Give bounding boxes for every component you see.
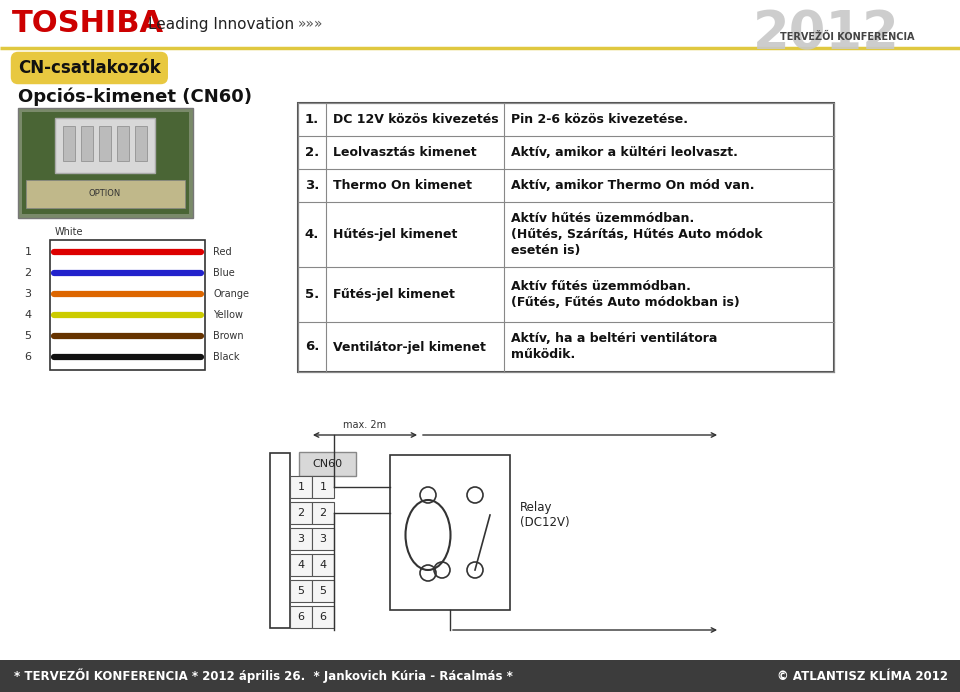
Text: * TERVEZŐI KONFERENCIA * 2012 április 26.  * Jankovich Kúria - Rácalmás *: * TERVEZŐI KONFERENCIA * 2012 április 26… (14, 668, 513, 683)
Text: 5.: 5. (305, 288, 319, 301)
Text: Aktív fűtés üzemmódban.: Aktív fűtés üzemmódban. (511, 280, 691, 293)
Text: Fűtés-jel kimenet: Fűtés-jel kimenet (333, 288, 455, 301)
FancyBboxPatch shape (270, 453, 290, 628)
Text: Pin 2-6 közös kivezetése.: Pin 2-6 közös kivezetése. (511, 113, 688, 126)
FancyBboxPatch shape (312, 606, 334, 628)
Text: Hűtés-jel kimenet: Hűtés-jel kimenet (333, 228, 457, 241)
FancyBboxPatch shape (290, 502, 312, 524)
FancyBboxPatch shape (290, 606, 312, 628)
Text: 1: 1 (320, 482, 326, 492)
Text: 4: 4 (320, 560, 326, 570)
FancyBboxPatch shape (63, 126, 75, 161)
Text: Aktív, amikor Thermo On mód van.: Aktív, amikor Thermo On mód van. (511, 179, 755, 192)
Text: White: White (55, 227, 84, 237)
FancyBboxPatch shape (22, 112, 189, 214)
Text: 3.: 3. (305, 179, 319, 192)
Text: esetén is): esetén is) (511, 244, 581, 257)
Text: működik.: működik. (511, 349, 575, 361)
Text: Leading Innovation: Leading Innovation (148, 17, 294, 32)
Text: 2: 2 (320, 508, 326, 518)
Text: © ATLANTISZ KLÍMA 2012: © ATLANTISZ KLÍMA 2012 (777, 669, 948, 682)
FancyBboxPatch shape (312, 502, 334, 524)
Text: 6: 6 (298, 612, 304, 622)
Text: 1: 1 (298, 482, 304, 492)
Text: Yellow: Yellow (213, 310, 243, 320)
Text: 4: 4 (298, 560, 304, 570)
Text: Blue: Blue (213, 268, 235, 278)
Text: 2: 2 (24, 268, 32, 278)
Text: CN60: CN60 (312, 459, 343, 469)
Text: 5: 5 (25, 331, 32, 341)
Text: 4.: 4. (305, 228, 319, 241)
FancyBboxPatch shape (135, 126, 147, 161)
FancyBboxPatch shape (50, 240, 205, 370)
Text: 4: 4 (24, 310, 32, 320)
Text: 5: 5 (320, 586, 326, 596)
Text: CN-csatlakozók: CN-csatlakozók (18, 59, 160, 77)
Text: Red: Red (213, 247, 231, 257)
Text: Orange: Orange (213, 289, 249, 299)
FancyBboxPatch shape (26, 180, 185, 208)
Text: 1: 1 (25, 247, 32, 257)
Text: 1.: 1. (305, 113, 319, 126)
FancyBboxPatch shape (0, 660, 960, 692)
FancyBboxPatch shape (298, 267, 834, 322)
FancyBboxPatch shape (312, 476, 334, 498)
Text: Aktív, ha a beltéri ventilátora: Aktív, ha a beltéri ventilátora (511, 332, 717, 345)
Text: Black: Black (213, 352, 239, 362)
FancyBboxPatch shape (298, 136, 834, 169)
FancyBboxPatch shape (298, 169, 834, 202)
FancyBboxPatch shape (18, 108, 193, 218)
FancyBboxPatch shape (298, 202, 834, 267)
Text: Aktív, amikor a kültéri leolvaszt.: Aktív, amikor a kültéri leolvaszt. (511, 146, 738, 159)
Text: 6.: 6. (305, 340, 319, 354)
Text: Leolvasztás kimenet: Leolvasztás kimenet (333, 146, 476, 159)
FancyBboxPatch shape (298, 103, 834, 136)
Text: max. 2m: max. 2m (344, 420, 387, 430)
FancyBboxPatch shape (290, 554, 312, 576)
Text: »»»: »»» (298, 17, 324, 31)
Text: 6: 6 (25, 352, 32, 362)
FancyBboxPatch shape (312, 580, 334, 602)
FancyBboxPatch shape (117, 126, 129, 161)
Text: (Hűtés, Szárítás, Hűtés Auto módok: (Hűtés, Szárítás, Hűtés Auto módok (511, 228, 762, 241)
FancyBboxPatch shape (290, 476, 312, 498)
Text: DC 12V közös kivezetés: DC 12V közös kivezetés (333, 113, 498, 126)
FancyBboxPatch shape (390, 455, 510, 610)
FancyBboxPatch shape (312, 528, 334, 550)
Text: Ventilátor-jel kimenet: Ventilátor-jel kimenet (333, 340, 486, 354)
Text: 2012: 2012 (754, 8, 900, 60)
Text: Opciós-kimenet (CN60): Opciós-kimenet (CN60) (18, 88, 252, 107)
Text: (Fűtés, Fűtés Auto módokban is): (Fűtés, Fűtés Auto módokban is) (511, 296, 740, 309)
Text: 5: 5 (298, 586, 304, 596)
Text: TERVEŽŐI KONFERENCIA: TERVEŽŐI KONFERENCIA (780, 32, 915, 42)
Text: 3: 3 (25, 289, 32, 299)
Text: Relay
(DC12V): Relay (DC12V) (520, 501, 569, 529)
FancyBboxPatch shape (299, 452, 356, 476)
FancyBboxPatch shape (290, 580, 312, 602)
Text: OPTION: OPTION (89, 190, 121, 199)
FancyBboxPatch shape (55, 118, 155, 173)
FancyBboxPatch shape (99, 126, 111, 161)
Text: 6: 6 (320, 612, 326, 622)
FancyBboxPatch shape (298, 322, 834, 372)
Text: Thermo On kimenet: Thermo On kimenet (333, 179, 472, 192)
FancyBboxPatch shape (81, 126, 93, 161)
Text: Brown: Brown (213, 331, 244, 341)
Text: 3: 3 (298, 534, 304, 544)
FancyBboxPatch shape (290, 528, 312, 550)
FancyBboxPatch shape (312, 554, 334, 576)
Text: 2.: 2. (305, 146, 319, 159)
Text: TOSHIBA: TOSHIBA (12, 10, 164, 39)
Text: 3: 3 (320, 534, 326, 544)
Text: 2: 2 (298, 508, 304, 518)
Text: Aktív hűtés üzemmódban.: Aktív hűtés üzemmódban. (511, 212, 694, 225)
